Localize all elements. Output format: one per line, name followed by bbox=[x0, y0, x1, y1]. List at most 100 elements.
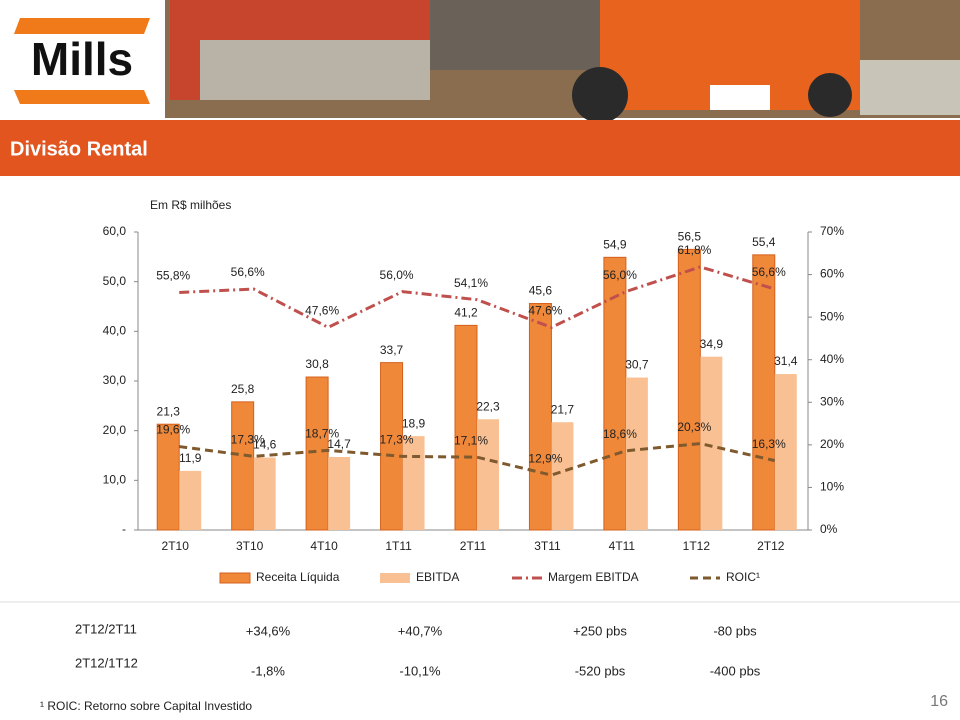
bar bbox=[253, 457, 276, 530]
line-value-label: 56,6% bbox=[231, 265, 265, 279]
y2-tick-label: 10% bbox=[820, 480, 844, 494]
x-tick-label: 2T10 bbox=[162, 539, 190, 553]
line-value-label: 17,1% bbox=[454, 433, 488, 447]
bar-value-label: 56,5 bbox=[678, 230, 702, 244]
table-cell: -1,8% bbox=[251, 663, 285, 678]
bar bbox=[179, 470, 202, 530]
logo: Mills bbox=[31, 33, 133, 85]
y2-tick-label: 30% bbox=[820, 394, 844, 408]
line-value-label: 17,3% bbox=[231, 433, 265, 447]
table-cell: -520 pbs bbox=[575, 663, 626, 678]
x-tick-label: 4T11 bbox=[609, 539, 636, 553]
x-tick-label: 1T12 bbox=[683, 539, 711, 553]
bar-value-label: 14,6 bbox=[253, 438, 277, 452]
legend-label: Margem EBITDA bbox=[548, 570, 639, 584]
line-value-label: 47,6% bbox=[305, 304, 339, 318]
page-number: 16 bbox=[930, 693, 948, 710]
bar-value-label: 11,9 bbox=[179, 451, 202, 465]
bar-value-label: 55,4 bbox=[752, 235, 776, 249]
y-tick-label: 50,0 bbox=[103, 274, 127, 288]
bar bbox=[477, 419, 499, 530]
line-value-label: 19,6% bbox=[156, 423, 190, 437]
line-value-label: 20,3% bbox=[677, 420, 711, 434]
y2-tick-label: 20% bbox=[820, 437, 844, 451]
bar-value-label: 22,3 bbox=[476, 399, 500, 413]
y-tick-label: 60,0 bbox=[103, 224, 127, 238]
line-value-label: 17,3% bbox=[380, 433, 414, 447]
x-tick-label: 2T12 bbox=[757, 539, 785, 553]
bar-value-label: 45,6 bbox=[529, 284, 553, 298]
footnote: ¹ ROIC: Retorno sobre Capital Investido bbox=[40, 699, 252, 713]
bar bbox=[551, 422, 574, 530]
bar-value-label: 54,9 bbox=[603, 238, 627, 252]
bar bbox=[454, 324, 478, 531]
line-value-label: 18,6% bbox=[603, 427, 637, 441]
bar-value-label: 18,9 bbox=[402, 416, 426, 430]
table-cell: +34,6% bbox=[246, 623, 291, 638]
line-value-label: 56,6% bbox=[752, 265, 786, 279]
y-tick-label: 40,0 bbox=[103, 324, 127, 338]
legend-swatch bbox=[219, 572, 251, 584]
bar-value-label: 25,8 bbox=[231, 382, 255, 396]
title-bar bbox=[0, 120, 960, 176]
bar-value-label: 41,2 bbox=[454, 306, 478, 320]
legend-label: ROIC¹ bbox=[726, 570, 760, 584]
y2-tick-label: 60% bbox=[820, 267, 844, 281]
table-cell: -10,1% bbox=[399, 663, 441, 678]
x-tick-label: 4T10 bbox=[310, 539, 338, 553]
table-cell: +40,7% bbox=[398, 623, 443, 638]
bar bbox=[677, 248, 701, 531]
y2-tick-label: 70% bbox=[820, 224, 844, 238]
line-value-label: 12,9% bbox=[528, 451, 562, 465]
bar bbox=[700, 356, 723, 530]
line-value-label: 18,7% bbox=[305, 427, 339, 441]
line-value-label: 55,8% bbox=[156, 269, 190, 283]
line-value-label: 16,3% bbox=[752, 437, 786, 451]
bar-value-label: 31,4 bbox=[774, 354, 798, 368]
y-tick-label: 10,0 bbox=[103, 473, 127, 487]
bar bbox=[528, 303, 552, 531]
bar bbox=[156, 423, 180, 531]
bar-value-label: 30,8 bbox=[305, 357, 329, 371]
bar bbox=[752, 254, 776, 531]
line-value-label: 56,0% bbox=[603, 268, 637, 282]
table-cell: -80 pbs bbox=[713, 623, 757, 638]
bar bbox=[328, 456, 351, 530]
bar bbox=[625, 377, 648, 530]
y-tick-label: 30,0 bbox=[103, 373, 127, 387]
bar bbox=[774, 374, 797, 530]
y-tick-label: - bbox=[122, 522, 126, 536]
bar bbox=[305, 376, 329, 531]
x-tick-label: 3T10 bbox=[236, 539, 264, 553]
line-value-label: 47,6% bbox=[528, 304, 562, 318]
line-value-label: 61,8% bbox=[677, 243, 711, 257]
y-tick-label: 20,0 bbox=[103, 423, 127, 437]
line bbox=[179, 265, 776, 330]
y2-tick-label: 40% bbox=[820, 352, 844, 366]
chart-subtitle: Em R$ milhões bbox=[150, 198, 231, 212]
bar bbox=[231, 401, 255, 531]
bar-value-label: 21,3 bbox=[157, 404, 181, 418]
row-label: 2T12/2T11 bbox=[75, 621, 137, 636]
bar-value-label: 14,7 bbox=[327, 437, 351, 451]
legend-label: EBITDA bbox=[416, 570, 459, 584]
header-photo bbox=[0, 0, 960, 123]
bar bbox=[402, 436, 425, 530]
y2-tick-label: 50% bbox=[820, 309, 844, 323]
y2-tick-label: 0% bbox=[820, 522, 838, 536]
legend-label: Receita Líquida bbox=[256, 570, 340, 584]
slide-title: Divisão Rental bbox=[10, 138, 148, 160]
bar-value-label: 30,7 bbox=[625, 358, 649, 372]
x-tick-label: 3T11 bbox=[534, 539, 561, 553]
row-label: 2T12/1T12 bbox=[75, 655, 138, 670]
bar-value-label: 21,7 bbox=[551, 402, 575, 416]
line-value-label: 56,0% bbox=[380, 268, 414, 282]
bar-value-label: 33,7 bbox=[380, 343, 404, 357]
table-cell: -400 pbs bbox=[710, 663, 761, 678]
line-value-label: 54,1% bbox=[454, 276, 488, 290]
x-tick-label: 2T11 bbox=[460, 539, 487, 553]
bar-value-label: 34,9 bbox=[700, 337, 724, 351]
legend-swatch bbox=[380, 573, 410, 583]
table-cell: +250 pbs bbox=[573, 623, 627, 638]
